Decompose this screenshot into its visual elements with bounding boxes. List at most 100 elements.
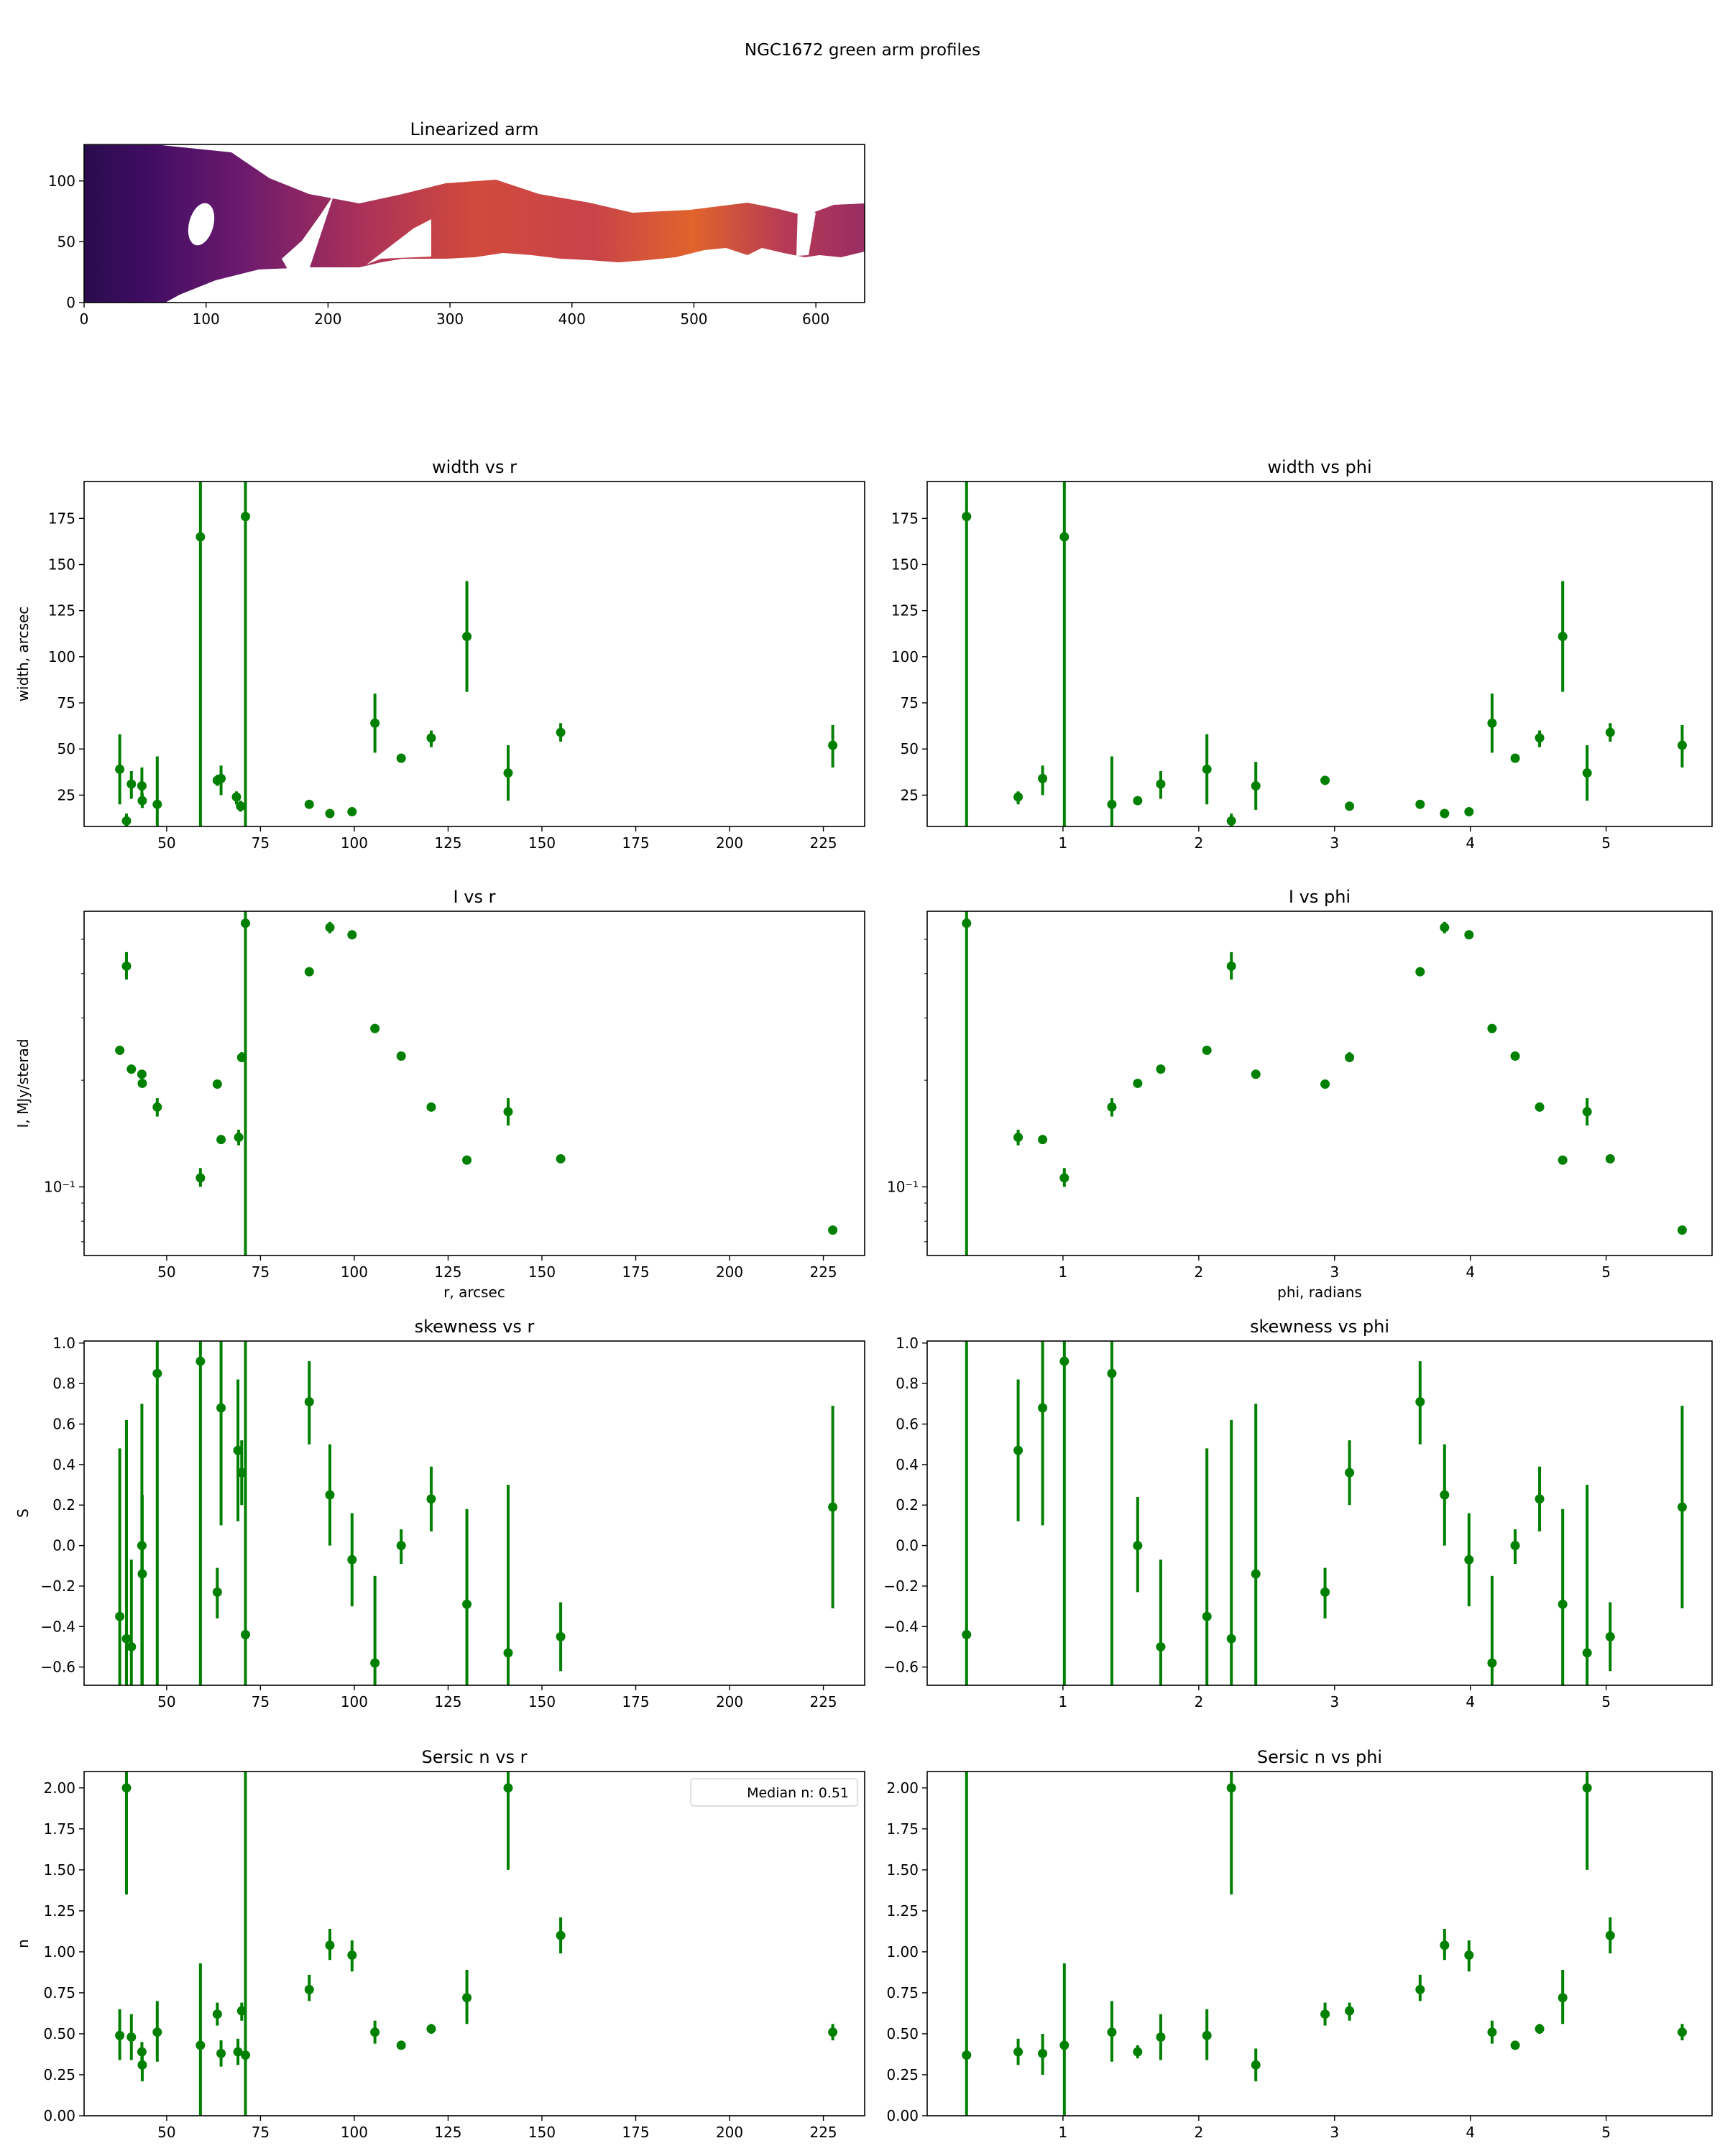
y-tick-label: 100	[891, 648, 919, 665]
data-point	[1320, 1079, 1330, 1089]
y-tick-label: 0.00	[886, 2107, 919, 2124]
x-tick-label: 175	[622, 834, 649, 852]
data-point	[152, 1102, 162, 1112]
data-point	[1038, 1135, 1048, 1145]
data-point	[241, 2050, 251, 2060]
data-point	[196, 532, 206, 542]
data-point	[556, 1153, 566, 1164]
data-point	[1156, 1641, 1166, 1651]
y-tick-label: 0.50	[43, 2025, 75, 2042]
data-point	[462, 632, 472, 642]
y-tick-label: 50	[901, 740, 919, 757]
data-point	[1202, 2030, 1212, 2040]
axes-frame	[926, 911, 1713, 1256]
x-tick-label: 125	[434, 1263, 461, 1281]
data-point	[370, 718, 380, 728]
chart-title: Sersic n vs r	[422, 1747, 528, 1767]
x-tick-label: 100	[341, 1693, 368, 1710]
data-point	[962, 2050, 972, 2060]
image-panel-title: Linearized arm	[410, 119, 538, 139]
x-tick-label: 100	[341, 2124, 368, 2141]
data-point	[1464, 930, 1474, 940]
data-point	[1107, 799, 1117, 809]
data-point	[1133, 2047, 1143, 2057]
arm-image-gap	[367, 219, 431, 264]
data-point	[426, 2024, 436, 2034]
data-point	[1226, 816, 1236, 826]
x-tick-label: 50	[157, 2124, 175, 2141]
chart-skewness-vs-r: skewness vs r 50 75 100 125 150 175 200 225 −0.6 −…	[14, 1317, 865, 1710]
data-point	[115, 2030, 125, 2040]
chart-sersic-vs-phi: Sersic n vs phi 1 2 3 4 5 0.00 0.25 0.50 0.75 1.00…	[886, 1747, 1713, 2141]
data-point	[1558, 632, 1568, 642]
y-tick-label: 1.0	[52, 1335, 75, 1352]
data-point	[828, 2027, 838, 2037]
y-tick-label: 25	[58, 786, 75, 803]
data-point	[1038, 1403, 1048, 1413]
data-point	[1345, 2006, 1355, 2016]
data-point	[325, 808, 335, 819]
data-point	[1605, 727, 1615, 737]
y-tick-label: 75	[901, 694, 919, 711]
x-tick-label: 100	[193, 310, 220, 328]
data-point	[1059, 1356, 1070, 1366]
data-point	[1320, 2009, 1330, 2019]
data-point	[396, 1541, 406, 1551]
x-tick-label: 1	[1059, 1263, 1068, 1281]
y-tick-label: 0	[66, 294, 75, 311]
x-tick-label: 5	[1601, 1693, 1611, 1710]
y-tick-label: 0.0	[896, 1537, 919, 1554]
chart-title: I vs r	[454, 887, 496, 907]
y-tick-label: −0.4	[883, 1618, 919, 1635]
x-tick-label: 75	[252, 1693, 270, 1710]
y-tick-label: 0.0	[52, 1537, 75, 1554]
x-tick-label: 1	[1059, 834, 1068, 852]
data-point	[1013, 2047, 1024, 2057]
x-tick-label: 100	[341, 1263, 368, 1281]
y-tick-label: 1.25	[43, 1902, 75, 1920]
data-point	[1535, 1494, 1545, 1504]
data-point	[1487, 1023, 1497, 1033]
data-point	[1059, 532, 1070, 542]
x-tick-label: 400	[558, 310, 586, 328]
chart-skewness-vs-phi: skewness vs phi 1 2 3 4 5 −0.6 −0.4 −0.2 0.0 0.2 0.…	[883, 1317, 1713, 1710]
axes-frame	[83, 481, 865, 827]
data-point	[241, 1630, 251, 1640]
data-point	[828, 1225, 838, 1235]
data-point	[1510, 2040, 1520, 2050]
y-tick-label: 0.6	[896, 1416, 919, 1433]
data-point	[426, 1102, 436, 1112]
chart-title: skewness vs r	[415, 1317, 535, 1337]
data-point	[137, 2060, 147, 2070]
data-point	[137, 1069, 147, 1079]
y-tick-label: −0.2	[40, 1577, 75, 1595]
data-point	[1415, 1984, 1425, 1994]
data-point	[1415, 799, 1425, 809]
x-tick-label: 3	[1330, 834, 1339, 852]
data-point	[1440, 1940, 1450, 1950]
data-point	[212, 1079, 222, 1089]
y-tick-label: 0.50	[886, 2025, 919, 2042]
data-point	[503, 768, 513, 778]
chart-I-vs-phi: I vs phi 1 2 3 4 5 10⁻¹ phi, radians	[887, 887, 1713, 1301]
x-tick-label: 150	[528, 2124, 556, 2141]
y-tick-label: 10⁻¹	[887, 1178, 919, 1195]
legend-box	[690, 1778, 858, 1807]
y-tick-label: 1.50	[43, 1861, 75, 1879]
data-point	[1464, 1950, 1474, 1960]
x-tick-label: 225	[809, 2124, 837, 2141]
x-tick-label: 75	[252, 834, 270, 852]
x-tick-label: 125	[434, 834, 461, 852]
data-point	[121, 816, 132, 826]
x-tick-label: 5	[1601, 834, 1611, 852]
data-point	[325, 1490, 335, 1500]
y-tick-label: −0.4	[40, 1618, 75, 1635]
data-point	[1677, 1502, 1687, 1512]
data-point	[1107, 1368, 1117, 1378]
data-point	[1107, 1102, 1117, 1112]
data-point	[1582, 1648, 1592, 1658]
data-point	[1487, 1658, 1497, 1668]
data-point	[216, 2048, 226, 2058]
x-tick-label: 200	[716, 1693, 743, 1710]
data-point	[1558, 1599, 1568, 1609]
